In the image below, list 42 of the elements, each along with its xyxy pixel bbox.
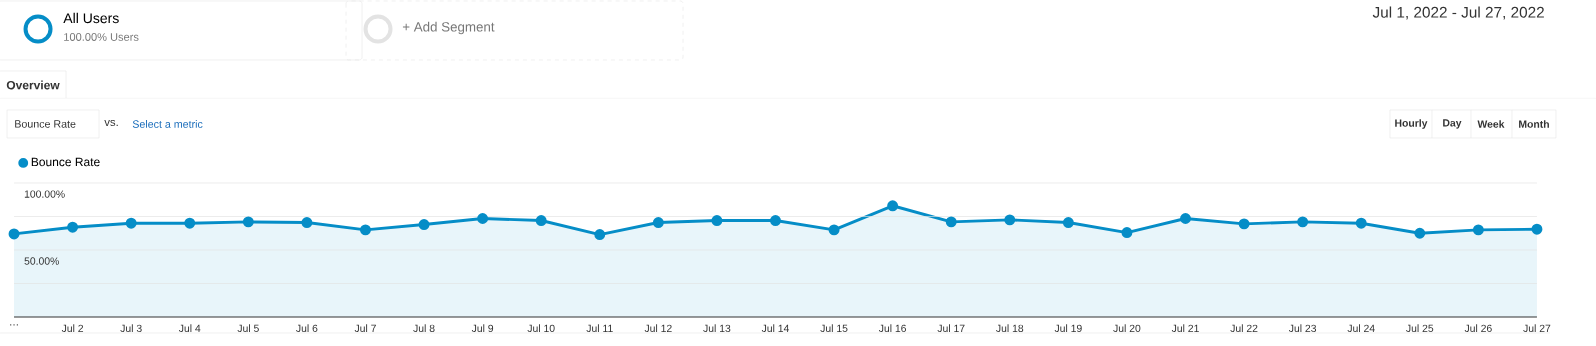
text: Bounce Rate	[15, 120, 76, 128]
x-tick-label: Jul 24	[1347, 324, 1375, 333]
x-tick-label: Jul 6	[296, 324, 318, 333]
text: vs.	[104, 119, 118, 127]
text: + Add Segment	[402, 21, 495, 35]
legend-label: Bounce Rate	[31, 157, 100, 167]
text: Overview	[6, 80, 60, 90]
x-tick-label: Jul 26	[1464, 324, 1492, 333]
text: Select a metric	[132, 120, 203, 128]
x-tick-label: Jul 14	[761, 324, 790, 333]
x-tick-label: Jul 21	[1171, 324, 1199, 333]
x-tick-label: Jul 13	[703, 324, 731, 333]
x-tick-label: Jul 10	[527, 324, 555, 333]
x-tick-label: Jul 3	[120, 324, 142, 333]
text: Jul 1, 2022 - Jul 27, 2022	[1372, 6, 1544, 20]
x-tick-label: Jul 2	[61, 324, 84, 333]
x-tick-label: Jul 4	[178, 324, 201, 333]
x-tick-label: Jul 25	[1406, 324, 1434, 333]
x-tick-label: Jul 23	[1288, 324, 1317, 333]
text: Week	[1477, 120, 1505, 128]
x-tick-label: …	[10, 324, 18, 326]
x-tick-label: Jul 9	[471, 324, 494, 333]
x-tick-label: Jul 12	[644, 324, 672, 333]
x-tick-label: Jul 19	[1054, 324, 1082, 333]
x-tick-label: Jul 7	[354, 324, 376, 333]
x-tick-label: Jul 5	[237, 324, 259, 333]
text: All Users	[63, 12, 119, 24]
x-tick-label: Jul 22	[1230, 324, 1258, 333]
x-tick-label: Jul 15	[820, 324, 848, 333]
x-tick-label: Jul 16	[878, 324, 907, 333]
text: 100.00% Users	[64, 33, 139, 41]
text: Hourly	[1395, 119, 1428, 129]
x-tick-label: Jul 20	[1113, 324, 1141, 333]
x-tick-label: Jul 17	[937, 324, 965, 333]
text: Day	[1443, 119, 1462, 129]
y-tick-label: 100.00%	[24, 190, 65, 198]
x-tick-label: Jul 8	[413, 324, 435, 333]
x-tick-label: Jul 27	[1523, 324, 1551, 333]
y-tick-label: 50.00%	[24, 257, 59, 265]
x-tick-label: Jul 18	[996, 324, 1024, 333]
text: Month	[1519, 120, 1549, 128]
x-tick-label: Jul 11	[586, 324, 613, 333]
